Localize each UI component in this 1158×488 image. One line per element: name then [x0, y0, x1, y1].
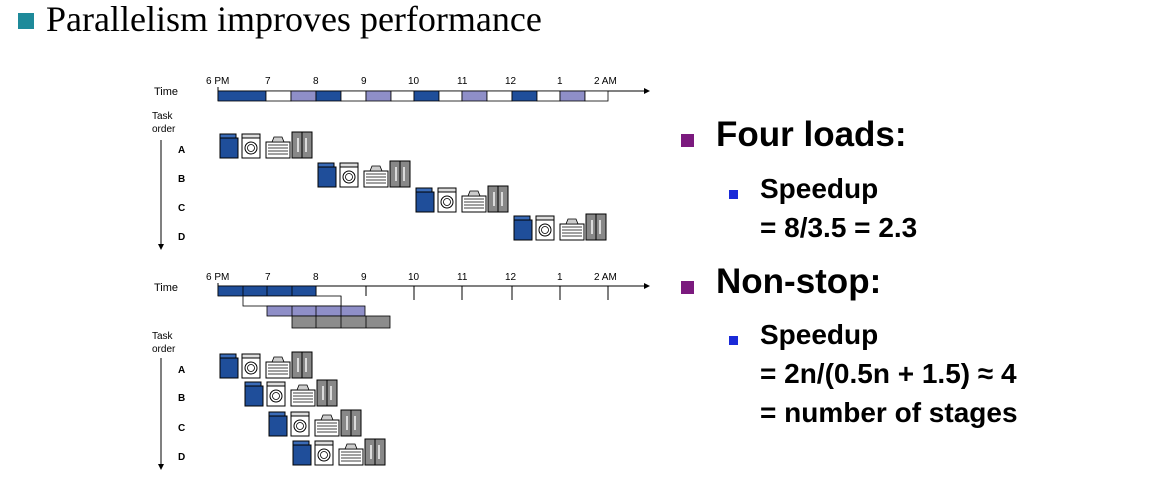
bottom-hour-1: 1	[557, 272, 563, 283]
speedup-label-2: Speedup	[760, 319, 879, 350]
bottom-task-d: D	[178, 452, 185, 463]
bottom-task-label-2: order	[152, 344, 176, 355]
top-task-c: C	[178, 203, 185, 214]
bottom-hour-12: 12	[505, 272, 517, 283]
bottom-hour-11: 11	[457, 272, 468, 283]
bottom-hour-8: 8	[313, 272, 319, 283]
bottom-hour-10: 10	[408, 272, 420, 283]
bottom-task-a: A	[178, 365, 185, 376]
heading-non-stop: Non-stop:	[716, 262, 882, 301]
bottom-timeline: Time 6 PM 7 8 9 10 11 12 1 2 AM	[152, 272, 650, 470]
top-task-a: A	[178, 145, 185, 156]
bottom-task-c: C	[178, 423, 185, 434]
top-hour-2am: 2 AM	[594, 76, 617, 87]
top-hour-6pm: 6 PM	[206, 76, 229, 87]
heading-four-loads: Four loads:	[716, 115, 907, 154]
bottom-time-label: Time	[154, 282, 178, 294]
speedup-stages: = number of stages	[760, 397, 1018, 428]
bullet-four-loads	[681, 134, 694, 147]
bottom-hour-9: 9	[361, 272, 367, 283]
bottom-load-d	[292, 438, 386, 466]
bullet-speedup-2	[729, 336, 738, 345]
bullet-non-stop	[681, 281, 694, 294]
slide-title: Parallelism improves performance	[46, 0, 542, 39]
top-timeline: Time 6 PM 7 8 9 10 11 12 1 2 AM Task ord…	[152, 76, 650, 250]
top-task-label-2: order	[152, 124, 176, 135]
bottom-task-label-1: Task	[152, 331, 174, 342]
top-hour-10: 10	[408, 76, 420, 87]
bottom-hour-2am: 2 AM	[594, 272, 617, 283]
speedup-formula-1: = 8/3.5 = 2.3	[760, 212, 918, 243]
bottom-hour-6pm: 6 PM	[206, 272, 229, 283]
bottom-load-a	[219, 351, 313, 379]
bottom-load-c	[268, 409, 362, 437]
top-hour-8: 8	[313, 76, 319, 87]
top-load-b	[317, 160, 411, 188]
top-time-label: Time	[154, 86, 178, 98]
top-hour-7: 7	[265, 76, 271, 87]
top-hour-12: 12	[505, 76, 517, 87]
speedup-formula-2: = 2n/(0.5n + 1.5) ≈ 4	[760, 358, 1017, 389]
bottom-task-b: B	[178, 393, 185, 404]
top-load-d	[513, 213, 607, 241]
title-bullet	[18, 13, 34, 29]
top-task-b: B	[178, 174, 185, 185]
bottom-hour-7: 7	[265, 272, 271, 283]
top-load-c	[415, 185, 509, 213]
top-hour-9: 9	[361, 76, 367, 87]
top-load-a	[219, 131, 313, 159]
top-task-label-1: Task	[152, 111, 174, 122]
top-task-d: D	[178, 232, 185, 243]
speedup-label-1: Speedup	[760, 173, 879, 204]
top-hour-1: 1	[557, 76, 563, 87]
bullet-speedup-1	[729, 190, 738, 199]
top-hour-11: 11	[457, 76, 468, 87]
bottom-load-b	[244, 379, 338, 407]
